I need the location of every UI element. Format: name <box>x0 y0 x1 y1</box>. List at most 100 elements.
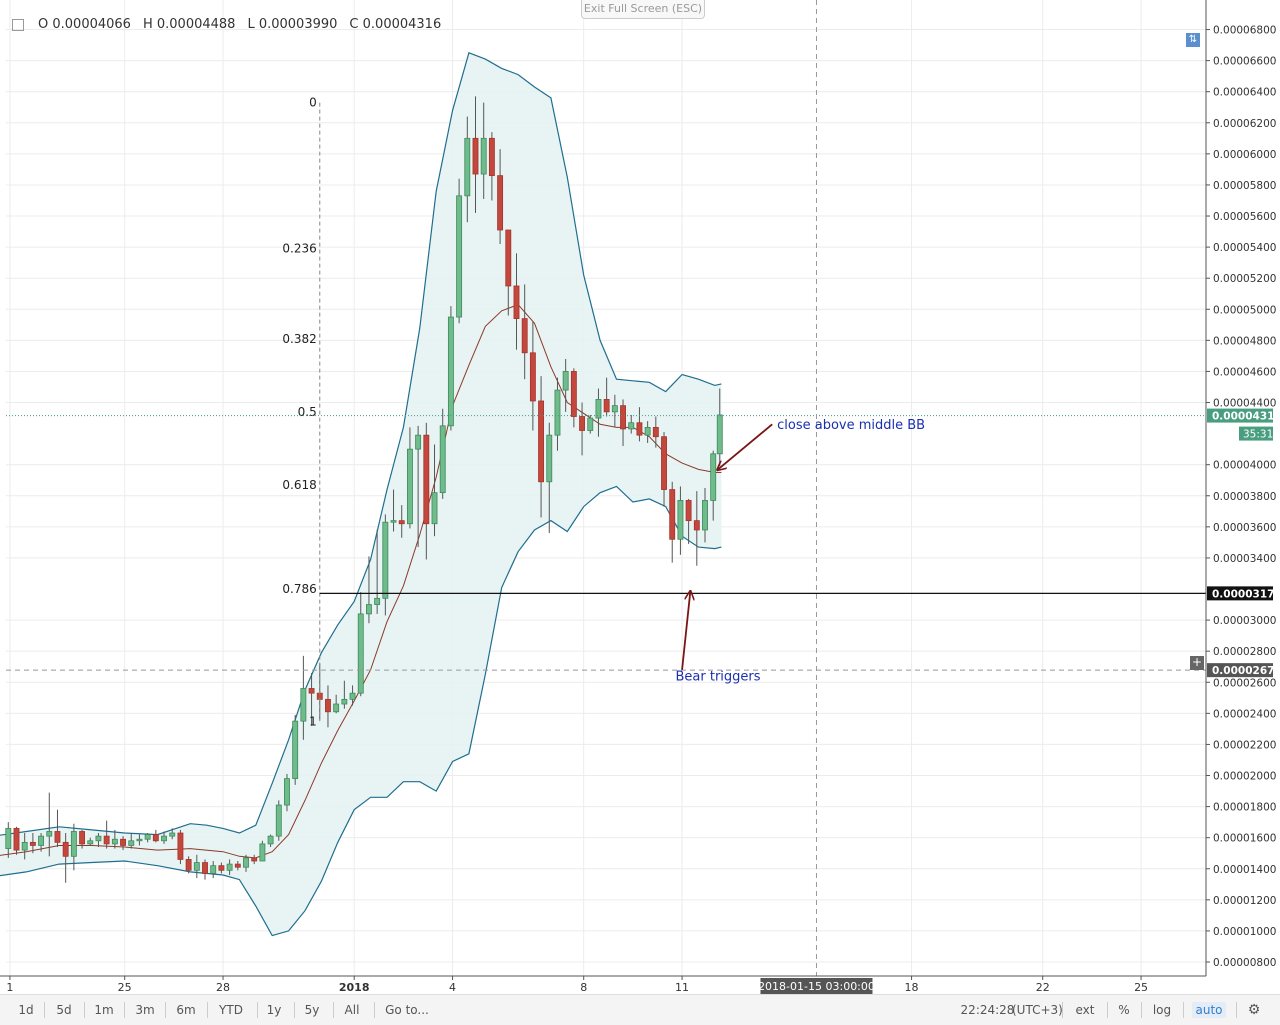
candle <box>210 860 217 879</box>
candle-body <box>423 434 430 525</box>
candle-body <box>292 720 299 780</box>
range-ytd-button[interactable]: YTD <box>219 1003 243 1017</box>
time-tick-label: 25 <box>118 981 132 994</box>
candle-body <box>284 778 290 806</box>
candle-body <box>716 414 723 455</box>
candle-body <box>620 405 626 430</box>
candle <box>325 685 331 728</box>
gear-icon[interactable]: ⚙ <box>1247 1002 1261 1018</box>
candle <box>562 359 569 412</box>
candle <box>275 800 282 841</box>
candle <box>439 408 446 499</box>
legend-collapse-icon[interactable] <box>12 18 24 31</box>
candle-body <box>103 835 110 845</box>
range-1y-button[interactable]: 1y <box>266 1003 282 1017</box>
range-1m-button[interactable]: 1m <box>94 1003 114 1017</box>
price-tick-label: 0.00004400 <box>1213 398 1276 410</box>
support-price-badge-label: 0.00003172 <box>1212 588 1280 600</box>
candle <box>333 694 340 714</box>
ext-hours-button[interactable]: ext <box>1075 1003 1095 1017</box>
candle <box>87 837 94 846</box>
price-tick-label: 0.00006000 <box>1213 149 1276 161</box>
candle <box>54 809 61 848</box>
fib-level-label: 0.5 <box>298 405 317 419</box>
range-all-button[interactable]: All <box>344 1003 360 1017</box>
time-tick-label: 8 <box>580 981 587 994</box>
candle <box>259 840 266 862</box>
candle-body <box>218 865 225 871</box>
candle-body <box>5 827 12 849</box>
range-6m-button[interactable]: 6m <box>176 1003 196 1017</box>
candle-body <box>693 520 700 531</box>
timezone-button[interactable]: (UTC+3) <box>1012 1003 1063 1017</box>
range-5d-button[interactable]: 5d <box>56 1003 72 1017</box>
candle-body <box>554 389 561 436</box>
candle <box>382 514 389 616</box>
crosshair-time-badge-bg <box>760 978 873 994</box>
countdown-badge-bg <box>1239 426 1273 441</box>
candle <box>669 481 676 563</box>
annotation-text: Bear triggers <box>675 670 760 685</box>
ohlc-open: O 0.00004066 <box>38 17 131 32</box>
price-axis[interactable]: 0.00006800 0.00006600 0.00006400 0.00006200… <box>1205 0 1280 994</box>
price-tick-label: 0.00004600 <box>1213 366 1276 378</box>
add-alert-plus-icon[interactable]: + <box>1190 655 1204 670</box>
candle-body <box>251 857 258 862</box>
candle-body <box>169 832 176 837</box>
crosshair-time-label: 2018-01-15 03:00:00 <box>758 980 875 993</box>
candle-body <box>464 137 471 197</box>
candle <box>406 427 413 529</box>
price-chart[interactable]: 0 0.236 0.382 0.5 0.618 0.786 1 close above mi… <box>0 0 1280 994</box>
candle <box>111 829 118 849</box>
candle <box>538 376 545 518</box>
time-tick-label: 25 <box>1134 981 1148 994</box>
clock-time: 22:24:28 <box>960 1003 1015 1017</box>
candle <box>644 421 651 443</box>
candle-body <box>431 492 438 525</box>
time-axis[interactable]: 1 25 28 2018 4 8 11 18 22 25 2018-01-15 03:00:00 <box>0 975 1206 994</box>
candle-body <box>333 703 340 713</box>
candle-body <box>669 489 676 540</box>
candle <box>79 829 86 849</box>
candle <box>579 402 585 456</box>
candle <box>152 829 159 843</box>
price-tick-label: 0.00001800 <box>1213 802 1276 814</box>
candle <box>513 253 520 350</box>
scale-pin-icon[interactable]: ⇅ <box>1186 33 1200 47</box>
candle <box>398 505 405 538</box>
range-5y-button[interactable]: 5y <box>304 1003 320 1017</box>
price-tick-label: 0.00005000 <box>1213 304 1276 316</box>
range-1d-button[interactable]: 1d <box>18 1003 34 1017</box>
candle-body <box>677 500 684 540</box>
percent-scale-button[interactable]: % <box>1118 1003 1130 1017</box>
candle-body <box>488 137 495 177</box>
candle <box>464 116 471 223</box>
candle-body <box>579 416 585 431</box>
fibonacci-retracement[interactable]: 0 0.236 0.382 0.5 0.618 0.786 1 <box>282 96 321 729</box>
candle-body <box>54 831 61 843</box>
candle <box>716 388 723 467</box>
candle-body <box>341 698 348 705</box>
candle <box>144 833 151 843</box>
price-tick-label: 0.00003800 <box>1213 491 1276 503</box>
goto-date-button[interactable]: Go to... <box>385 1003 429 1017</box>
candle-body <box>710 453 717 501</box>
candle <box>202 859 208 880</box>
time-tick-label: 22 <box>1036 981 1050 994</box>
auto-scale-button[interactable]: auto <box>1192 1002 1226 1018</box>
candle-body <box>587 417 594 431</box>
range-3m-button[interactable]: 3m <box>135 1003 155 1017</box>
candle <box>497 149 504 244</box>
ohlc-low: L 0.00003990 <box>247 17 338 32</box>
price-tick-label: 0.00000800 <box>1213 957 1276 969</box>
candle <box>5 822 12 858</box>
candle-body <box>406 448 413 525</box>
candle-body <box>636 422 643 436</box>
candle-body <box>120 838 126 846</box>
exit-fullscreen-button[interactable]: Exit Full Screen (ESC) <box>581 0 705 19</box>
candle-body <box>46 831 53 837</box>
price-tick-label: 0.00006400 <box>1213 87 1276 99</box>
time-tick-label: 1 <box>6 981 13 994</box>
bottom-toolbar: 1d 5d 1m 3m 6m YTD 1y 5y All Go to... 22… <box>0 994 1280 1025</box>
log-scale-button[interactable]: log <box>1152 1003 1172 1017</box>
